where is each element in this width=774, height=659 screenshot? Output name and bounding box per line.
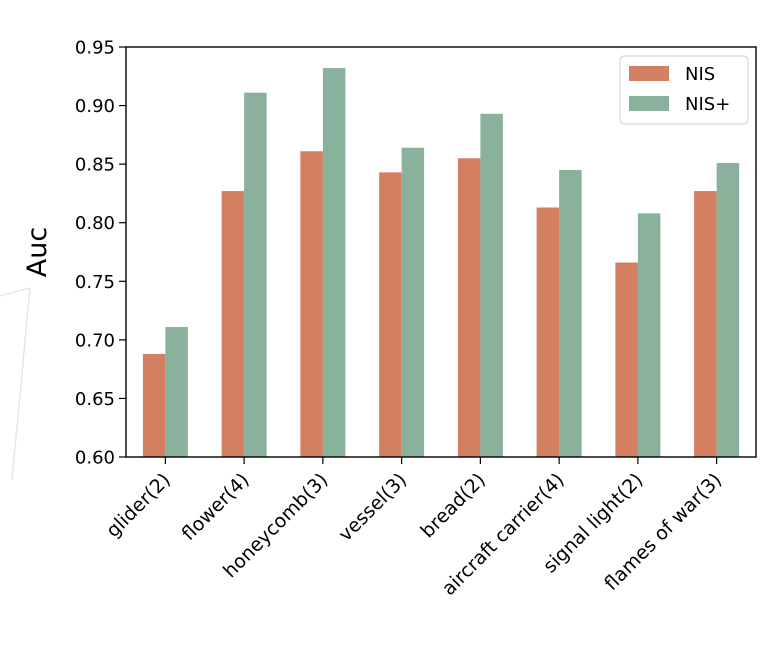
x-category-label: bread(2) <box>417 469 490 542</box>
legend: NIS NIS+ <box>619 55 749 125</box>
bar-nis-plus-6 <box>637 213 661 457</box>
x-category-label: vessel(3) <box>334 469 411 546</box>
x-category-label: flower(4) <box>178 469 254 545</box>
bar-nis-4 <box>457 158 481 458</box>
y-tick-label: 0.90 <box>75 96 115 117</box>
bar-nis-plus-4 <box>480 113 503 458</box>
bar-nis-plus-5 <box>559 170 582 457</box>
bar-nis-0 <box>142 353 166 457</box>
y-axis-label: Auc <box>22 227 53 277</box>
y-tick-label: 0.60 <box>75 448 115 469</box>
bar-nis-plus-2 <box>322 68 346 457</box>
bar-nis-plus-7 <box>716 162 740 457</box>
bar-nis-3 <box>379 172 402 457</box>
bar-nis-5 <box>536 207 560 457</box>
plot-frame <box>125 46 757 458</box>
x-category-label: glider(2) <box>102 469 175 542</box>
y-tick-label: 0.95 <box>75 38 115 59</box>
bar-nis-1 <box>221 191 245 457</box>
y-tick-label: 0.80 <box>75 213 115 234</box>
legend-label: NIS <box>685 64 715 85</box>
legend-label: NIS+ <box>685 94 730 115</box>
y-tick-label: 0.85 <box>75 155 115 176</box>
y-tick-label: 0.65 <box>75 389 115 410</box>
bars-layer <box>142 68 740 458</box>
bar-nis-7 <box>694 191 717 457</box>
y-tick-label: 0.75 <box>75 272 115 293</box>
x-axis: glider(2) flower(4)honeycomb(3) vessel(3) b… <box>102 457 726 600</box>
scan-artifact-line <box>0 287 31 481</box>
bar-nis-6 <box>615 262 638 457</box>
legend-swatch <box>629 66 669 81</box>
bar-nis-plus-0 <box>165 326 188 457</box>
bar-nis-plus-1 <box>244 92 267 457</box>
bar-nis-plus-3 <box>401 147 425 458</box>
scan-artifact-lines <box>0 287 31 481</box>
bar-nis-2 <box>300 151 323 457</box>
legend-swatch <box>629 96 669 111</box>
y-axis: 0.60 0.65 0.70 0.75 0.80 0.85 0.90 0.95 <box>75 38 126 469</box>
y-tick-label: 0.70 <box>75 330 115 351</box>
